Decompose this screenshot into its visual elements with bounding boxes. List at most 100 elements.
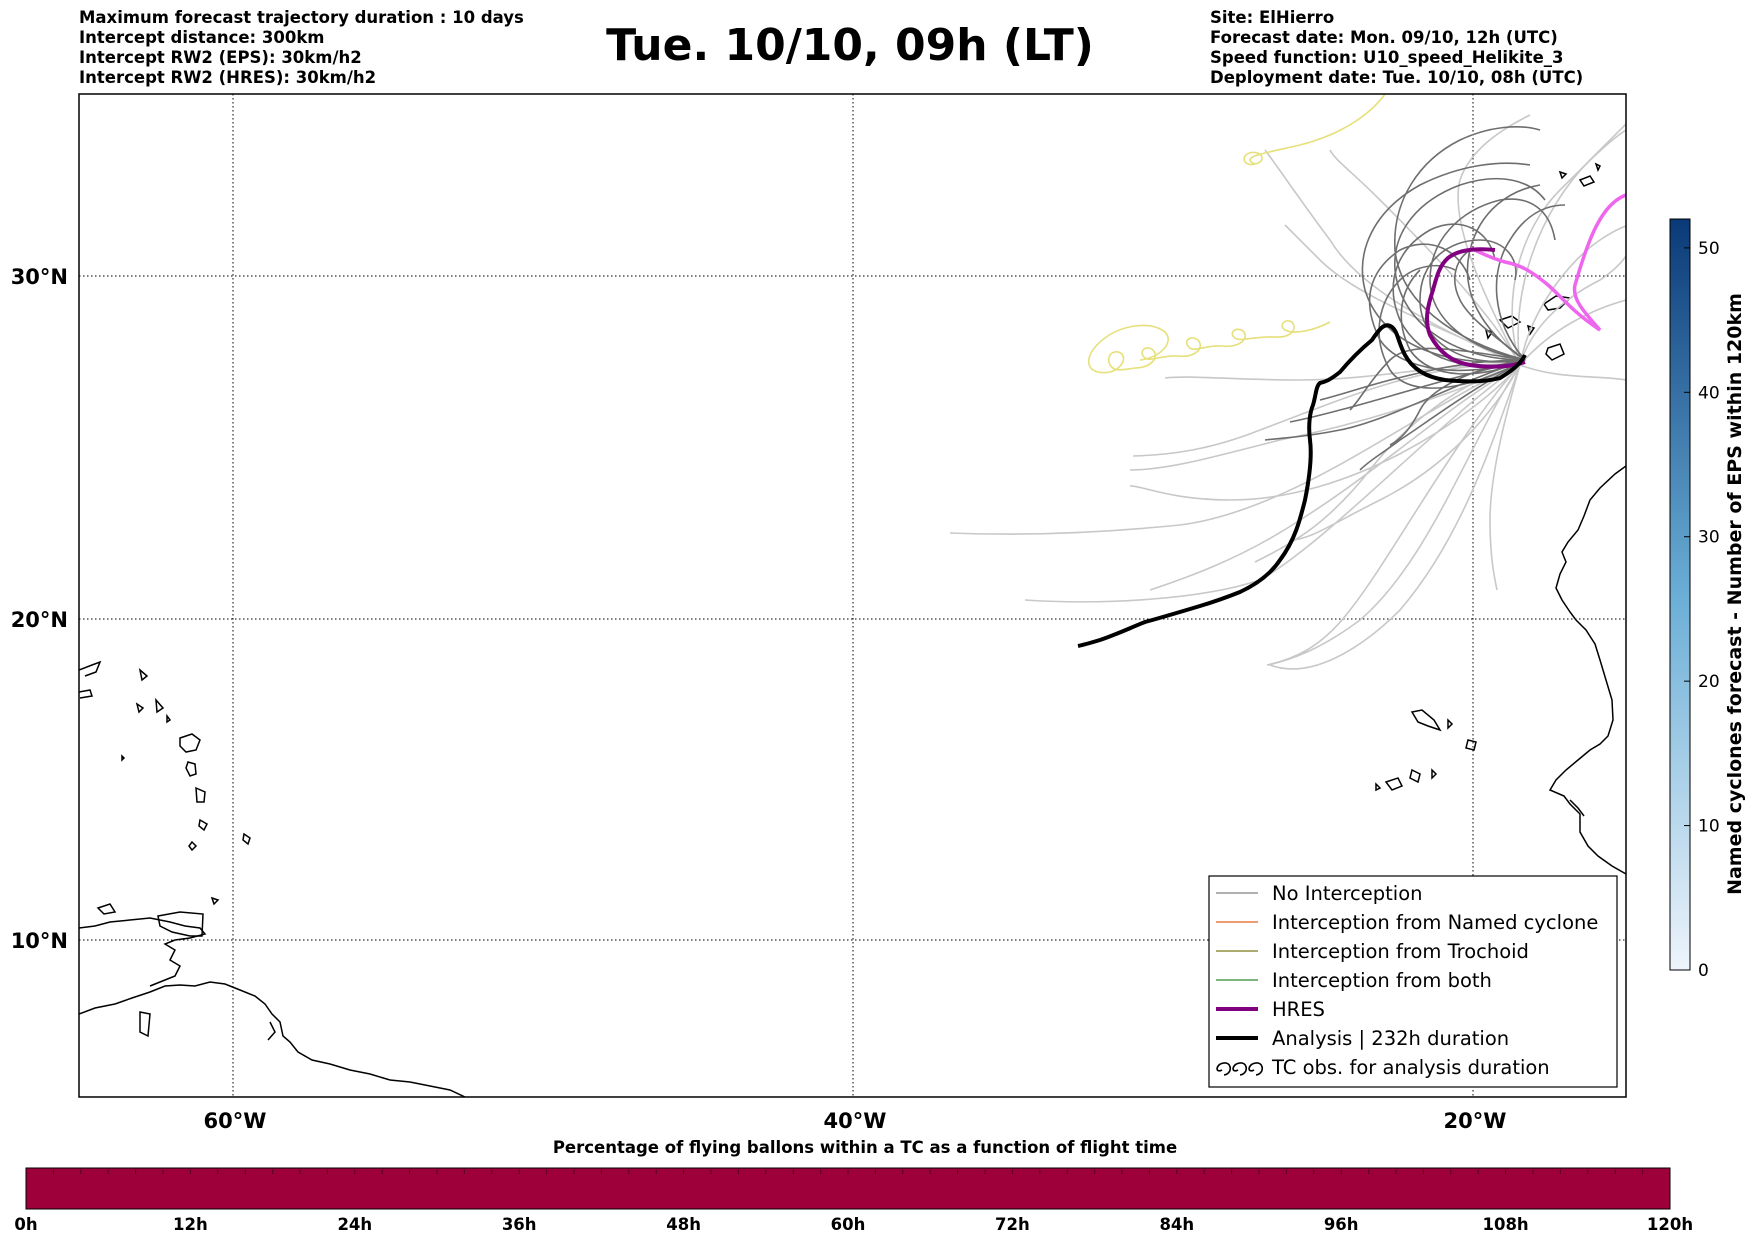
lon-label-40w: 40°W xyxy=(824,1109,887,1133)
eps-trajectory-light xyxy=(1457,114,1531,366)
lat-label-10n: 10°N xyxy=(11,929,68,953)
eps-trajectory-dark xyxy=(1419,239,1526,363)
tc-obs-track-north xyxy=(1243,94,1386,166)
eps-trajectory-light xyxy=(1129,364,1521,501)
legend-label-trochoid: Interception from Trochoid xyxy=(1272,940,1529,963)
colorbar-right-tick-label: 40 xyxy=(1698,383,1720,403)
coastline-island-2 xyxy=(135,702,145,714)
coastline-st-lucia xyxy=(195,786,206,803)
legend-swatch-tc-obs xyxy=(1216,1062,1264,1076)
coastline-madeira-2 xyxy=(1558,170,1568,180)
coastline-cape-verde-5 xyxy=(1431,768,1438,780)
colorbar-bottom-tick-label: 72h xyxy=(995,1215,1030,1234)
colorbar-right-tick-label: 50 xyxy=(1698,239,1720,259)
eps-trajectory-light xyxy=(1149,364,1521,591)
analysis-track xyxy=(1077,323,1527,648)
colorbar-bottom-tick-label: 24h xyxy=(337,1215,372,1234)
legend-label-analysis: Analysis | 232h duration xyxy=(1272,1027,1509,1050)
coastline-martinique xyxy=(185,761,197,777)
coastline-guyana-coast xyxy=(267,1021,276,1041)
colorbar-bottom-tick-label: 120h xyxy=(1647,1215,1693,1234)
lat-label-20n: 20°N xyxy=(11,608,68,632)
coastline-cape-verde-1 xyxy=(1410,709,1442,732)
colorbar-right-tick-label: 10 xyxy=(1698,817,1720,837)
coastline-cape-verde-4 xyxy=(1409,768,1421,784)
eps-trajectory-light xyxy=(1489,364,1521,591)
coastline-tiny-2 xyxy=(121,754,126,762)
eps-trajectory-light xyxy=(1519,255,1626,366)
colorbar-bottom-tick-label: 12h xyxy=(173,1215,208,1234)
eps-trajectory-light xyxy=(1517,123,1626,366)
coastline-st-vincent xyxy=(198,818,208,832)
colorbar-bottom-tick-label: 96h xyxy=(1324,1215,1359,1234)
header-info-left: Maximum forecast trajectory duration : 1… xyxy=(79,8,524,88)
coastline-tobago xyxy=(210,896,220,906)
hres-track xyxy=(1424,247,1526,369)
eps-trajectory-light xyxy=(1511,129,1626,366)
colorbar-bottom-ticks: 0h 12h 24h 36h 48h 60h 72h 84h 96h 108h 120h xyxy=(14,1168,1693,1234)
coastline-island-1 xyxy=(79,689,93,699)
legend-label-named-cyclone: Interception from Named cyclone xyxy=(1272,911,1598,934)
legend-label-no-interception: No Interception xyxy=(1272,882,1423,905)
coastline-caribbean-west xyxy=(79,660,102,677)
eps-trajectory-light xyxy=(1266,364,1521,666)
coastline-cape-verde-6 xyxy=(1375,782,1382,792)
hres-pink-track xyxy=(1469,193,1626,332)
info-forecast-date: Forecast date: Mon. 09/10, 12h (UTC) xyxy=(1210,28,1558,47)
coastline-cape-verde-7 xyxy=(1447,718,1454,730)
colorbar-right-ticks: 0 10 20 30 40 50 xyxy=(1684,239,1720,981)
coastline-africa-west xyxy=(1548,465,1626,875)
coastline-island-4 xyxy=(155,697,165,714)
coastline-canary-1 xyxy=(1545,343,1565,361)
tc-obs-track xyxy=(1087,320,1331,374)
info-deployment-date: Deployment date: Tue. 10/10, 08h (UTC) xyxy=(1210,68,1584,87)
coastlines xyxy=(79,162,1626,1097)
colorbar-bottom-bar xyxy=(25,1167,1671,1210)
coastline-trinidad xyxy=(157,911,204,937)
eps-trajectory-dark xyxy=(1394,126,1541,361)
coastline-island-3 xyxy=(138,668,149,682)
coastline-madeira xyxy=(1578,175,1596,187)
legend-box xyxy=(1208,875,1618,1088)
map-title: Tue. 10/10, 09h (LT) xyxy=(606,20,1094,71)
eps-trajectory-dark xyxy=(1319,359,1526,401)
eps-trajectory-light xyxy=(949,364,1521,535)
colorbar-right-tick-label: 20 xyxy=(1698,672,1720,692)
info-speed-function: Speed function: U10_speed_Helikite_3 xyxy=(1210,48,1564,67)
eps-trajectory-light xyxy=(1519,364,1626,381)
info-intercept-eps: Intercept RW2 (EPS): 30km/h2 xyxy=(79,48,362,67)
eps-trajectory-light xyxy=(1519,299,1626,366)
eps-trajectory-dark xyxy=(1495,204,1566,361)
coastline-island-6 xyxy=(139,1011,151,1038)
eps-trajectory-light xyxy=(1269,364,1521,670)
coastline-barbados xyxy=(242,832,251,846)
info-intercept-hres: Intercept RW2 (HRES): 30km/h2 xyxy=(79,68,377,87)
colorbar-bottom-tick-label: 60h xyxy=(831,1215,866,1234)
legend: No Interception Interception from Named … xyxy=(1208,875,1618,1088)
lon-label-20w: 20°W xyxy=(1444,1109,1507,1133)
colorbar-bottom-tick-label: 108h xyxy=(1482,1215,1528,1234)
colorbar-bottom-tick-label: 36h xyxy=(502,1215,537,1234)
eps-trajectory-light xyxy=(1519,225,1626,366)
coastline-guadeloupe xyxy=(179,733,201,753)
colorbar-right: 0 10 20 30 40 50 Named cyclones forecast - Nu… xyxy=(1669,218,1746,981)
coastline-tiny-1 xyxy=(166,713,172,724)
coastline-canary-2 xyxy=(1498,315,1522,329)
eps-trajectory-light xyxy=(1267,364,1521,666)
info-site: Site: ElHierro xyxy=(1210,8,1335,27)
map-border xyxy=(78,93,1627,1098)
colorbar-bottom-tick-label: 84h xyxy=(1159,1215,1194,1234)
legend-label-hres: HRES xyxy=(1272,998,1325,1021)
coastline-south-america xyxy=(79,981,466,1097)
colorbar-right-tick-label: 0 xyxy=(1698,961,1709,981)
colorbar-bottom-tick-label: 0h xyxy=(14,1215,37,1234)
colorbar-bottom-tick-label: 48h xyxy=(666,1215,701,1234)
legend-label-tc-obs: TC obs. for analysis duration xyxy=(1271,1056,1550,1079)
eps-trajectory-light xyxy=(1289,364,1521,541)
eps-trajectory-dark xyxy=(1454,249,1526,361)
eps-trajectory-light xyxy=(1284,224,1521,366)
legend-label-both: Interception from both xyxy=(1272,969,1492,992)
colorbar-right-tick-label: 30 xyxy=(1698,528,1720,548)
colorbar-bottom-title: Percentage of flying ballons within a TC… xyxy=(553,1138,1177,1157)
